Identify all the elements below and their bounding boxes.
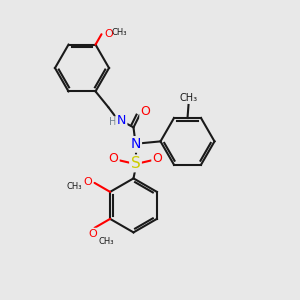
Text: O: O (153, 152, 162, 165)
Text: CH₃: CH₃ (112, 28, 127, 37)
Text: H: H (109, 117, 116, 128)
Text: O: O (83, 177, 92, 187)
Text: O: O (109, 152, 118, 165)
Text: CH₃: CH₃ (67, 182, 82, 191)
Text: O: O (141, 105, 150, 118)
Text: N: N (130, 137, 141, 152)
Text: O: O (88, 229, 97, 239)
Text: CH₃: CH₃ (99, 237, 114, 246)
Text: O: O (104, 29, 113, 39)
Text: CH₃: CH₃ (179, 93, 198, 103)
Text: S: S (130, 156, 140, 171)
Text: N: N (117, 114, 126, 127)
